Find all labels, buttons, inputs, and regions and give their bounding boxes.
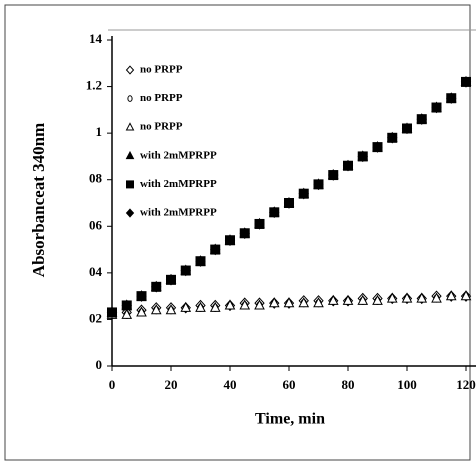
x-tick-label: 0 <box>109 377 116 392</box>
marker-triangle <box>327 294 339 305</box>
marker-triangle <box>180 301 192 312</box>
marker-triangle <box>342 294 354 305</box>
marker-circle <box>127 95 133 102</box>
x-tick-label: 100 <box>397 377 417 392</box>
marker-triangle <box>125 122 135 131</box>
y-tick-label: 08 <box>89 171 103 186</box>
marker-diamond <box>328 169 339 181</box>
marker-diamond <box>210 243 221 256</box>
legend-label: with 2mMPRPP <box>140 149 217 161</box>
marker-diamond <box>180 264 191 277</box>
marker-triangle <box>165 304 177 315</box>
marker-triangle <box>150 304 162 315</box>
marker-square <box>126 180 134 189</box>
marker-triangle <box>136 306 147 317</box>
marker-triangle <box>460 290 472 301</box>
legend-label: with 2mMPRPP <box>140 207 217 219</box>
marker-diamond <box>401 122 413 135</box>
legend-label: no PRPP <box>140 64 183 76</box>
marker-triangle <box>209 301 221 312</box>
marker-diamond <box>372 141 383 153</box>
marker-triangle <box>431 292 442 303</box>
marker-triangle <box>224 299 236 310</box>
marker-triangle <box>195 301 206 312</box>
marker-diamond <box>313 178 324 191</box>
marker-diamond <box>387 132 398 144</box>
marker-diamond <box>239 227 250 239</box>
x-tick-label: 120 <box>456 377 476 392</box>
x-tick-label: 40 <box>224 377 237 392</box>
marker-diamond <box>416 113 427 125</box>
y-axis-label: Absorbanceat 340nm <box>29 123 48 277</box>
marker-diamond <box>283 197 295 209</box>
marker-diamond <box>106 306 118 319</box>
y-tick-label: 02 <box>89 310 102 325</box>
marker-triangle <box>357 294 369 305</box>
y-tick-label: 0 <box>96 357 103 372</box>
marker-triangle <box>298 297 310 308</box>
legend-label: no PRPP <box>140 92 183 104</box>
x-tick-label: 60 <box>283 377 296 392</box>
marker-triangle <box>268 297 280 308</box>
marker-diamond <box>357 150 368 163</box>
marker-diamond <box>195 255 206 267</box>
frame <box>4 4 471 461</box>
marker-triangle <box>239 299 251 310</box>
marker-diamond <box>460 76 472 88</box>
marker-diamond <box>151 281 162 293</box>
x-tick-label: 80 <box>342 377 355 392</box>
marker-diamond <box>165 274 177 286</box>
marker-diamond <box>298 187 309 200</box>
marker-diamond <box>224 234 236 246</box>
x-tick-label: 20 <box>165 377 178 392</box>
marker-triangle <box>416 292 428 303</box>
marker-triangle <box>313 297 324 308</box>
marker-diamond <box>121 299 132 312</box>
marker-triangle <box>386 292 398 303</box>
x-axis-label: Time, min <box>255 411 325 428</box>
marker-diamond <box>254 218 265 230</box>
marker-diamond <box>431 101 442 114</box>
legend-label: no PRPP <box>140 121 183 133</box>
legend-label: with 2mMPRPP <box>140 178 217 190</box>
marker-triangle <box>401 292 413 303</box>
y-tick-label: 1.2 <box>86 78 102 93</box>
y-tick-label: 1 <box>96 124 103 139</box>
marker-diamond <box>269 206 280 219</box>
marker-triangle <box>283 297 295 308</box>
y-tick-label: 14 <box>89 31 103 46</box>
marker-triangle <box>445 290 457 301</box>
marker-triangle <box>125 150 135 160</box>
y-tick-label: 04 <box>89 264 103 279</box>
marker-diamond <box>342 160 354 172</box>
marker-diamond <box>446 92 457 104</box>
marker-triangle <box>121 308 133 319</box>
marker-diamond <box>125 208 135 218</box>
marker-triangle <box>254 299 265 310</box>
marker-triangle <box>372 294 383 305</box>
marker-diamond <box>125 65 135 75</box>
y-tick-label: 06 <box>89 217 103 232</box>
marker-diamond <box>136 290 147 302</box>
